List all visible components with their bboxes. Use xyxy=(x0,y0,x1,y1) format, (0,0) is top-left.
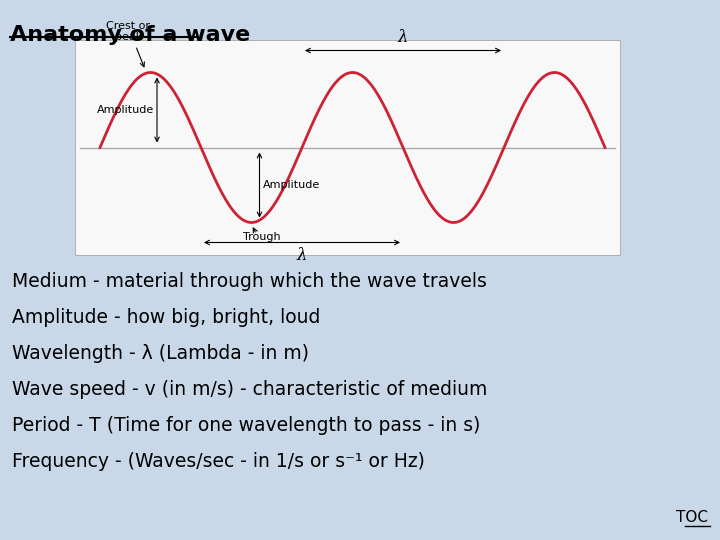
Text: Amplitude: Amplitude xyxy=(96,105,154,115)
Text: Crest or
peak: Crest or peak xyxy=(107,21,150,43)
Text: Anatomy of a wave: Anatomy of a wave xyxy=(10,25,251,45)
FancyBboxPatch shape xyxy=(75,40,620,255)
Text: Wave speed - v (in m/s) - characteristic of medium: Wave speed - v (in m/s) - characteristic… xyxy=(12,380,487,399)
Text: Period - T (Time for one wavelength to pass - in s): Period - T (Time for one wavelength to p… xyxy=(12,416,480,435)
Text: Amplitude - how big, bright, loud: Amplitude - how big, bright, loud xyxy=(12,308,320,327)
Text: TOC: TOC xyxy=(676,510,708,525)
Text: λ: λ xyxy=(297,246,307,264)
Text: Amplitude: Amplitude xyxy=(263,180,320,190)
Text: Wavelength - λ (Lambda - in m): Wavelength - λ (Lambda - in m) xyxy=(12,344,309,363)
Text: λ: λ xyxy=(397,29,408,45)
Text: Medium - material through which the wave travels: Medium - material through which the wave… xyxy=(12,272,487,291)
Text: Trough: Trough xyxy=(243,233,280,242)
Text: Frequency - (Waves/sec - in 1/s or s⁻¹ or Hz): Frequency - (Waves/sec - in 1/s or s⁻¹ o… xyxy=(12,452,425,471)
